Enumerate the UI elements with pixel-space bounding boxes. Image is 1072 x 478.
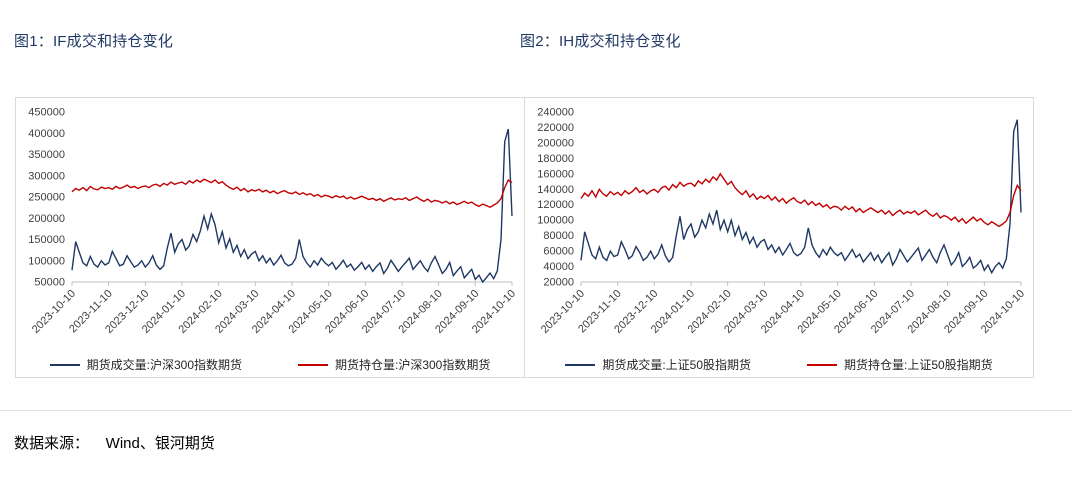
svg-text:400000: 400000 bbox=[28, 128, 65, 140]
legend-label-if-volume: 期货成交量:沪深300指数期货 bbox=[86, 358, 242, 372]
legend-label-ih-volume: 期货成交量:上证50股指期货 bbox=[602, 358, 751, 372]
svg-text:140000: 140000 bbox=[537, 184, 574, 196]
ih-open-interest-line-swatch bbox=[807, 363, 837, 366]
svg-text:160000: 160000 bbox=[537, 168, 574, 180]
svg-text:200000: 200000 bbox=[537, 137, 574, 149]
legend-item-ih-volume: 期货成交量:上证50股指期货 bbox=[565, 356, 751, 373]
svg-text:450000: 450000 bbox=[28, 107, 65, 119]
svg-text:100000: 100000 bbox=[537, 215, 574, 227]
svg-text:100000: 100000 bbox=[28, 255, 65, 267]
ih-volume-line-swatch bbox=[565, 363, 596, 366]
svg-text:80000: 80000 bbox=[543, 230, 574, 242]
svg-text:20000: 20000 bbox=[543, 277, 574, 289]
if-volume-open-interest-chart: 50000 100000 150000 200000 250000 300000 35000… bbox=[16, 106, 524, 352]
panel-divider bbox=[524, 98, 525, 377]
if-volume-line-swatch bbox=[49, 363, 80, 366]
svg-text:180000: 180000 bbox=[537, 153, 574, 165]
svg-text:50000: 50000 bbox=[34, 277, 65, 289]
chart-panel-ih: 20000 40000 60000 80000 100000 120000 140000 16… bbox=[525, 98, 1033, 377]
svg-text:120000: 120000 bbox=[537, 199, 574, 211]
ih-chart-legend: 期货成交量:上证50股指期货 期货持仓量:上证50股指期货 bbox=[525, 352, 1033, 377]
ih-volume-open-interest-chart: 20000 40000 60000 80000 100000 120000 140000 16… bbox=[525, 106, 1033, 352]
svg-text:350000: 350000 bbox=[28, 149, 65, 161]
charts-container: 50000 100000 150000 200000 250000 300000 35000… bbox=[15, 97, 1034, 378]
legend-label-if-open-interest: 期货持仓量:沪深300指数期货 bbox=[335, 358, 491, 372]
legend-item-if-volume: 期货成交量:沪深300指数期货 bbox=[49, 356, 242, 373]
legend-item-if-open-interest: 期货持仓量:沪深300指数期货 bbox=[298, 356, 490, 373]
legend-label-ih-open-interest: 期货持仓量:上证50股指期货 bbox=[844, 358, 993, 372]
svg-text:40000: 40000 bbox=[543, 261, 574, 273]
chart-panel-if: 50000 100000 150000 200000 250000 300000 35000… bbox=[16, 98, 524, 377]
footer-divider bbox=[0, 410, 1072, 411]
figure2-title: 图2：IH成交和持仓变化 bbox=[520, 33, 681, 50]
svg-text:240000: 240000 bbox=[537, 107, 574, 119]
data-source-text: 数据来源： Wind、银河期货 bbox=[14, 435, 215, 452]
figure1-title: 图1：IF成交和持仓变化 bbox=[14, 33, 174, 50]
if-chart-legend: 期货成交量:沪深300指数期货 期货持仓量:沪深300指数期货 bbox=[16, 352, 524, 377]
svg-text:250000: 250000 bbox=[28, 192, 65, 204]
svg-text:150000: 150000 bbox=[28, 234, 65, 246]
if-open-interest-line-swatch bbox=[298, 363, 328, 366]
svg-text:220000: 220000 bbox=[537, 122, 574, 134]
legend-item-ih-open-interest: 期货持仓量:上证50股指期货 bbox=[807, 356, 993, 373]
svg-text:300000: 300000 bbox=[28, 170, 65, 182]
svg-text:200000: 200000 bbox=[28, 213, 65, 225]
svg-text:60000: 60000 bbox=[543, 246, 574, 258]
